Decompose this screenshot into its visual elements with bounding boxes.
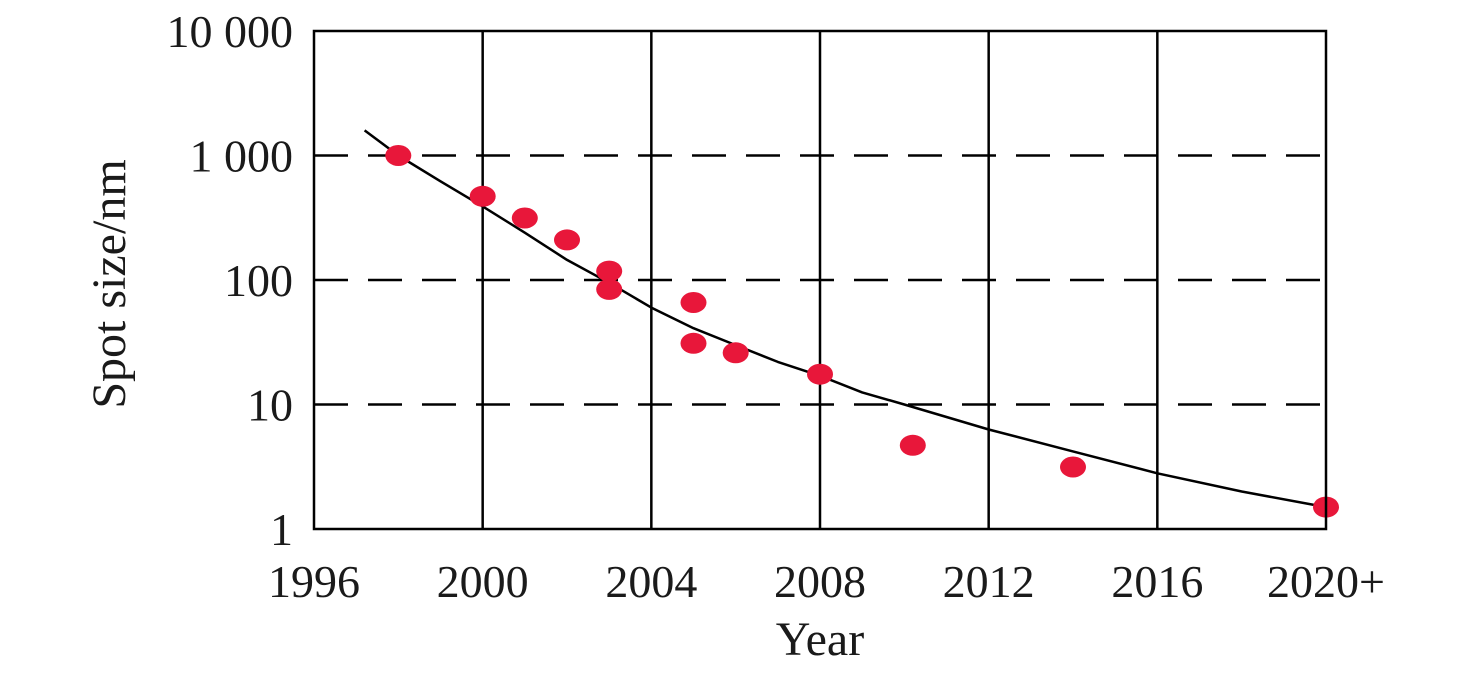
x-axis-title: Year (776, 613, 864, 666)
y-tick-labels: 1 10 100 1 000 10 000 (167, 6, 294, 555)
y-tick-label: 1 (270, 504, 293, 555)
data-point (680, 292, 707, 313)
x-tick-label: 2012 (943, 556, 1035, 607)
y-tick-label: 10 000 (167, 6, 294, 57)
trend-line-layer (363, 129, 1327, 509)
data-point (807, 363, 833, 385)
x-tick-label: 2008 (774, 556, 866, 607)
y-tick-label: 1 000 (190, 131, 294, 182)
y-tick-label: 10 (247, 380, 293, 431)
x-tick-label: 2000 (437, 556, 529, 607)
data-point (722, 342, 749, 364)
x-tick-label: 2016 (1111, 556, 1203, 607)
x-tick-label: 1996 (268, 556, 360, 607)
data-point (596, 278, 623, 300)
data-point (899, 434, 926, 456)
data-point (680, 332, 707, 354)
y-axis-title: Spot size/nm (83, 159, 136, 408)
data-point (596, 260, 623, 282)
data-point (1060, 456, 1086, 478)
data-point (385, 145, 412, 166)
x-tick-labels: 1996 2000 2004 2008 2012 2016 2020+ (268, 556, 1385, 607)
x-tick-label: 2004 (605, 556, 697, 607)
trend-line (363, 129, 1327, 509)
data-points (385, 145, 1339, 518)
data-point (469, 185, 496, 207)
y-tick-label: 100 (224, 255, 293, 306)
data-point (511, 207, 538, 229)
plot-frame (312, 29, 1328, 531)
x-tick-label: 2020+ (1267, 556, 1385, 607)
data-point (554, 229, 580, 251)
grid (314, 31, 1326, 529)
